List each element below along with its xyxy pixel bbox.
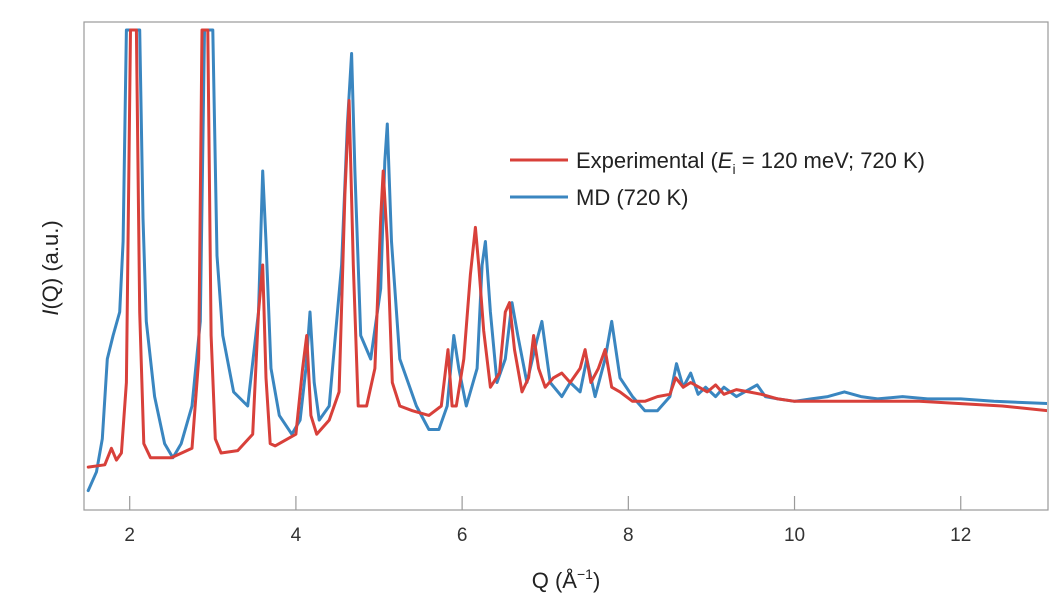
legend-label-md: MD (720 K) (576, 185, 688, 210)
x-tick-label: 10 (784, 525, 805, 546)
x-axis-title: Q (Å−1) (532, 566, 601, 593)
series-layer (86, 28, 1047, 493)
legend: Experimental (Ei = 120 meV; 720 K) MD (7… (510, 148, 925, 210)
legend-label-experimental: Experimental (Ei = 120 meV; 720 K) (576, 148, 925, 177)
x-tick-label: 2 (124, 525, 135, 546)
plot-frame (83, 21, 1049, 511)
x-tick-label: 12 (950, 525, 971, 546)
x-axis-ticks: 2 4 6 8 10 12 (124, 496, 971, 546)
x-tick-label: 6 (457, 525, 468, 546)
series-line-md (86, 28, 1047, 493)
x-tick-label: 4 (291, 525, 302, 546)
series-line-experimental (86, 28, 1047, 469)
x-tick-label: 8 (623, 525, 634, 546)
y-axis-title: I(Q) (a.u.) (38, 220, 63, 315)
